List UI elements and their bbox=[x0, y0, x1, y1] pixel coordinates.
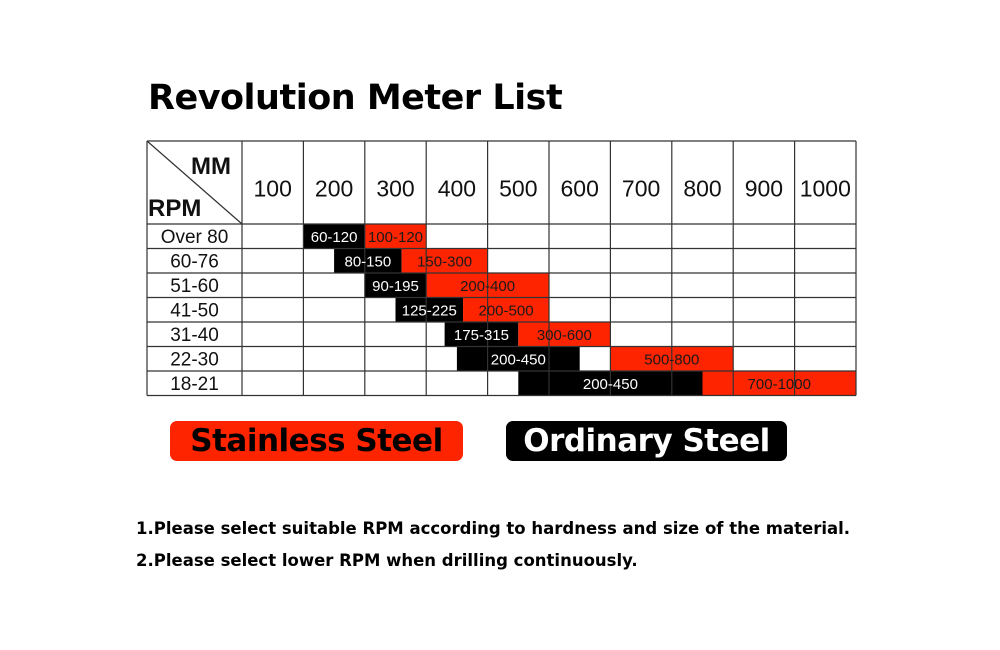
row-label: 41-50 bbox=[170, 300, 219, 321]
column-header: 1000 bbox=[800, 176, 851, 202]
column-header: 900 bbox=[745, 176, 783, 202]
stainless-bar-label: 100-120 bbox=[368, 229, 423, 246]
column-header: 600 bbox=[561, 176, 599, 202]
ordinary-bar bbox=[395, 297, 464, 322]
ordinary-bar bbox=[444, 322, 519, 347]
column-header: 100 bbox=[254, 176, 292, 202]
ordinary-bar-label: 80-150 bbox=[345, 253, 392, 270]
ordinary-bar-label: 60-120 bbox=[311, 229, 358, 246]
stainless-bar bbox=[364, 224, 427, 249]
row-label: 22-30 bbox=[170, 349, 219, 370]
ordinary-bar bbox=[303, 224, 365, 249]
ordinary-bar-label: 90-195 bbox=[372, 278, 419, 295]
stainless-bar-label: 200-500 bbox=[478, 302, 533, 319]
page-title: Revolution Meter List bbox=[148, 78, 563, 118]
row-label: Over 80 bbox=[161, 227, 229, 248]
stainless-bar-label: 150-300 bbox=[417, 253, 472, 270]
stainless-bar bbox=[518, 322, 611, 347]
ordinary-bar-label: 200-450 bbox=[491, 351, 546, 368]
column-header: 500 bbox=[499, 176, 537, 202]
column-header: 300 bbox=[376, 176, 414, 202]
legend-ordinary-steel: Ordinary Steel bbox=[506, 421, 787, 461]
column-header: 800 bbox=[683, 176, 721, 202]
ordinary-bar-label: 175-315 bbox=[454, 327, 509, 344]
note-1: 1.Please select suitable RPM according t… bbox=[136, 519, 851, 538]
corner-label-rpm: RPM bbox=[148, 195, 201, 222]
stainless-bar-label: 200-400 bbox=[460, 278, 515, 295]
row-label: 18-21 bbox=[170, 374, 219, 395]
legend-stainless-steel: Stainless Steel bbox=[170, 421, 463, 461]
ordinary-bar bbox=[334, 248, 402, 273]
column-header: 200 bbox=[315, 176, 353, 202]
stainless-bar-label: 300-600 bbox=[537, 327, 592, 344]
column-header: 400 bbox=[438, 176, 476, 202]
note-2: 2.Please select lower RPM when drilling … bbox=[136, 551, 638, 570]
stainless-bar-label: 700-1000 bbox=[748, 376, 811, 393]
rpm-table: MM RPM 100 200 300 400 500 600 700 800 900 1000 Over… bbox=[146, 140, 857, 397]
stainless-bar-label: 500-800 bbox=[644, 351, 699, 368]
corner-label-mm: MM bbox=[191, 153, 231, 180]
ordinary-bar-label: 125-225 bbox=[402, 302, 457, 319]
ordinary-bar bbox=[364, 273, 427, 298]
column-header: 700 bbox=[622, 176, 660, 202]
corner-diagonal bbox=[146, 140, 243, 225]
ordinary-bar-label: 200-450 bbox=[583, 376, 638, 393]
row-label: 51-60 bbox=[170, 276, 219, 297]
stainless-bar bbox=[702, 371, 856, 396]
row-label: 31-40 bbox=[170, 325, 219, 346]
stainless-bar bbox=[463, 297, 549, 322]
stainless-bar bbox=[401, 248, 488, 273]
row-label: 60-76 bbox=[170, 251, 219, 272]
ordinary-bar bbox=[456, 346, 580, 371]
